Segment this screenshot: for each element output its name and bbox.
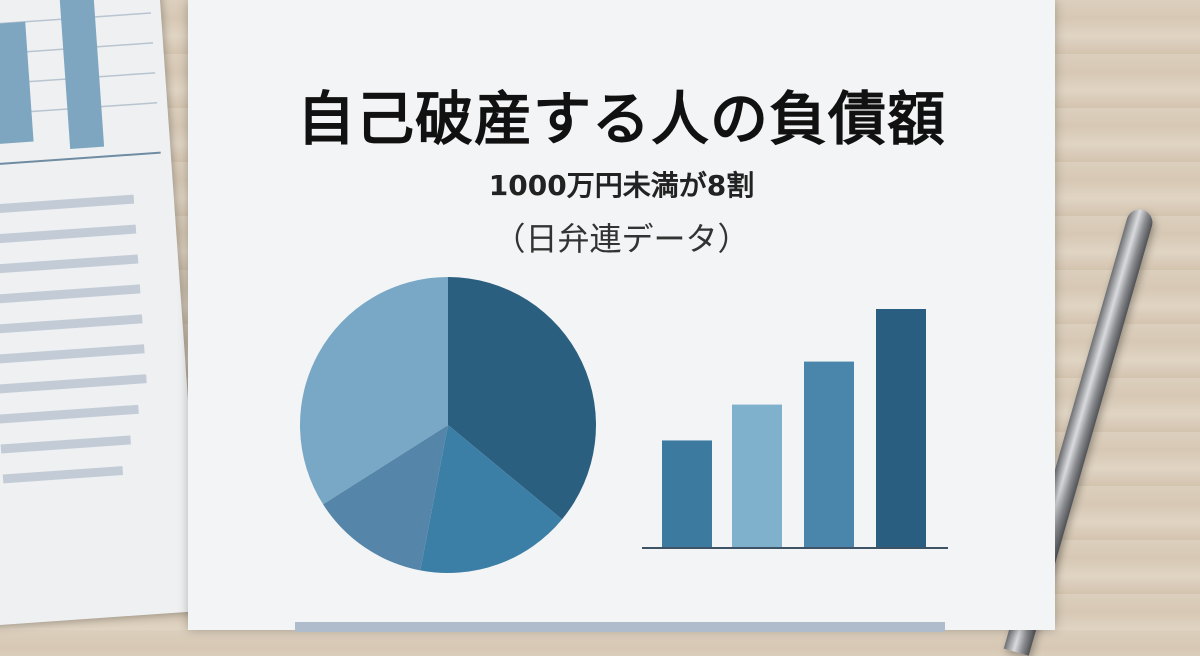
pie-slice [448, 277, 596, 520]
pie-slice [420, 425, 563, 573]
bottom-strip [295, 622, 945, 632]
bar [876, 309, 926, 548]
pie-chart [300, 277, 596, 573]
source-note: （日弁連データ） [493, 220, 750, 258]
background-paper [0, 0, 203, 628]
bar [804, 361, 854, 548]
bar [732, 404, 782, 548]
page-title: 自己破産する人の負債額 [296, 85, 946, 153]
pie-slice [323, 425, 448, 571]
subtitle: 1000万円未満が8割 [488, 169, 755, 202]
chart-illustrations [300, 277, 948, 573]
bar-chart [662, 309, 926, 548]
main-paper: 自己破産する人の負債額 1000万円未満が8割 （日弁連データ） [188, 0, 1055, 632]
bar [662, 440, 712, 548]
pie-slice [300, 277, 448, 505]
background-paper-chart [0, 0, 161, 484]
